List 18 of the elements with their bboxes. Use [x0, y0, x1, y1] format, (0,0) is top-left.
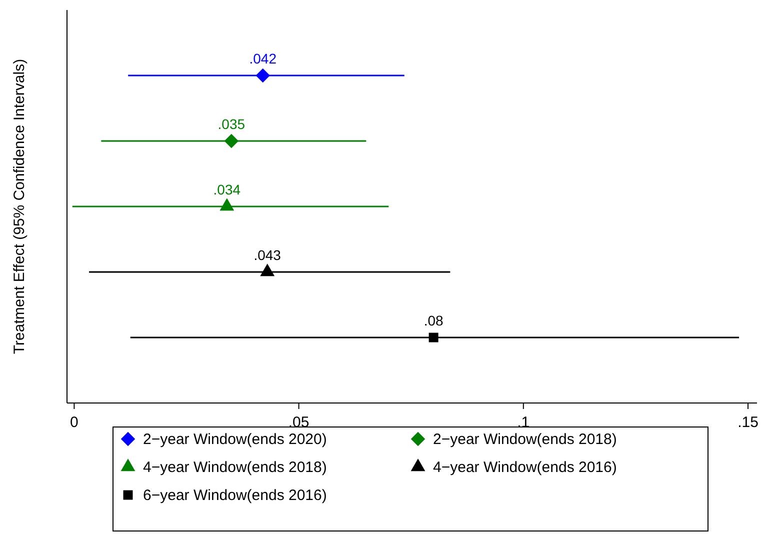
x-tick-label: .15 — [738, 414, 758, 431]
data-label: .034 — [213, 182, 241, 198]
point — [224, 134, 239, 148]
data-label: .035 — [218, 116, 246, 132]
y-axis-title: Treatment Effect (95% Confidence Intervals) — [11, 58, 28, 354]
data-label: .08 — [424, 312, 444, 328]
legend-label: 4−year Window(ends 2016) — [433, 459, 617, 476]
data-label: .043 — [254, 247, 282, 263]
legend-label: 2−year Window(ends 2020) — [143, 431, 327, 448]
point — [220, 198, 234, 211]
legend-label: 6−year Window(ends 2016) — [143, 487, 327, 504]
point — [256, 68, 270, 83]
data-label: .042 — [249, 50, 277, 66]
point — [260, 264, 275, 276]
legend-label: 4−year Window(ends 2018) — [143, 459, 327, 476]
x-tick-label: 0 — [70, 414, 78, 431]
legend-label: 2−year Window(ends 2018) — [433, 431, 617, 448]
point — [428, 332, 438, 342]
